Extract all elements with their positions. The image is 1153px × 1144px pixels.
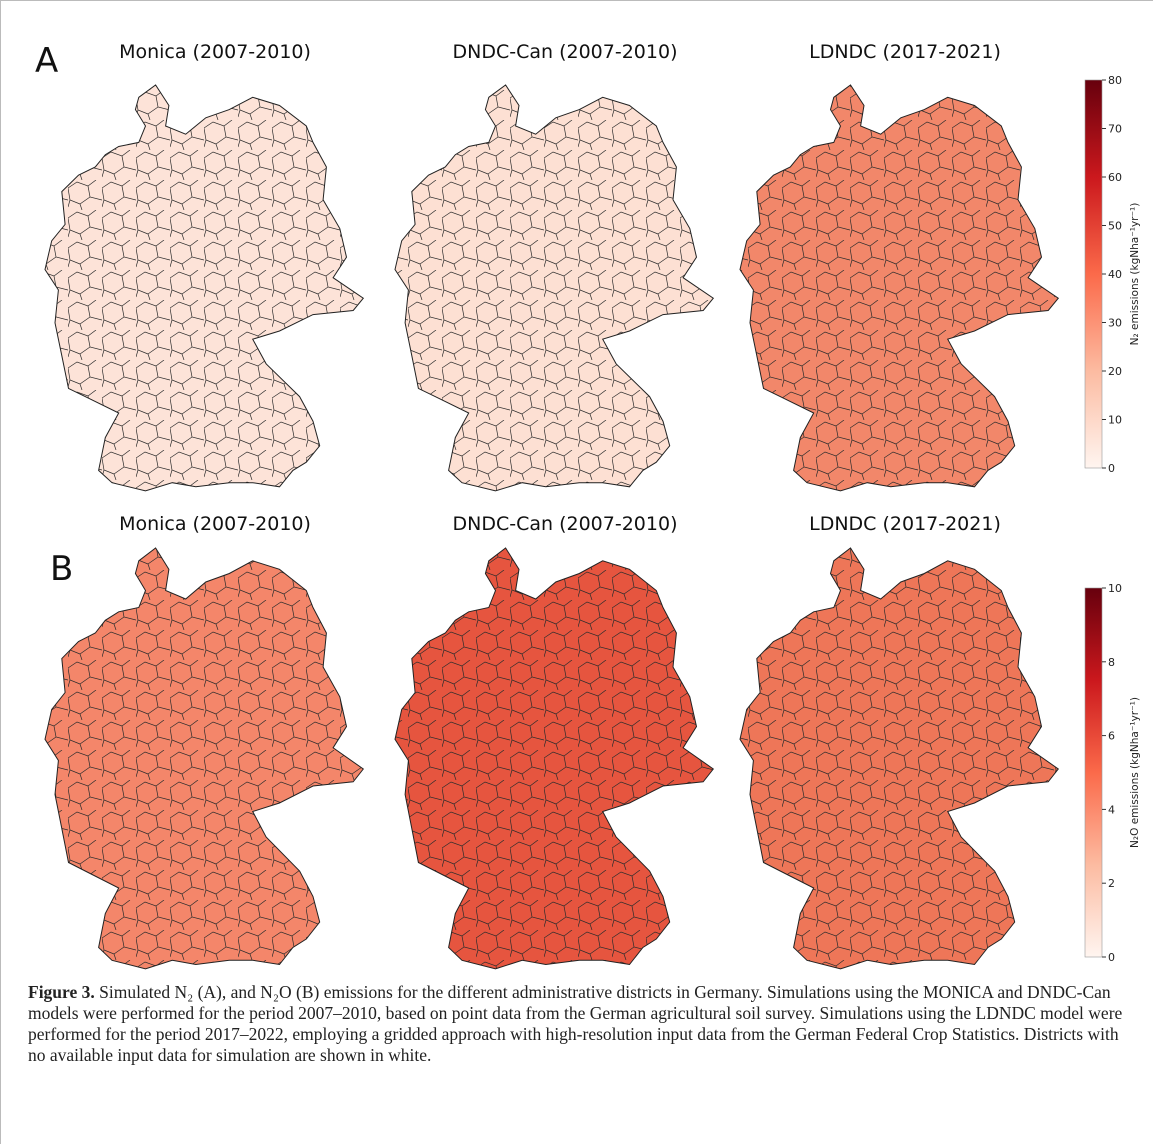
colorbar-tick-label: 70 — [1108, 123, 1122, 136]
figure: A Monica (2007-2010) DNDC-Can (2007-2010) L… — [0, 0, 1153, 980]
colorbar-tick-label: 10 — [1108, 414, 1122, 427]
colorbar-tick-label: 60 — [1108, 171, 1122, 184]
colorbar-tick-label: 2 — [1108, 877, 1115, 890]
colorbar-tick-label: 30 — [1108, 317, 1122, 330]
colorbar — [1085, 588, 1102, 957]
colorbar-tick-label: 6 — [1108, 730, 1115, 743]
colorbar-label: N₂O emissions (kgNha⁻¹yr⁻¹) — [1129, 697, 1141, 848]
map-title: DNDC-Can (2007-2010) — [453, 41, 678, 63]
map-title: Monica (2007-2010) — [119, 513, 311, 535]
colorbar-tick-label: 0 — [1108, 462, 1115, 475]
district-lines — [740, 548, 1075, 973]
panel-label: A — [35, 41, 58, 81]
district-lines — [740, 85, 1075, 495]
colorbar-tick-label: 10 — [1108, 582, 1122, 595]
colorbar-tick-label: 8 — [1108, 656, 1115, 669]
colorbar — [1085, 80, 1102, 468]
colorbar-tick-label: 80 — [1108, 74, 1122, 87]
caption-label: Figure 3. — [28, 982, 95, 1002]
colorbar-tick-label: 20 — [1108, 365, 1122, 378]
colorbar-label: N₂ emissions (kgNha⁻¹yr⁻¹) — [1129, 203, 1141, 346]
colorbar-tick-label: 0 — [1108, 951, 1115, 964]
colorbar-tick-label: 40 — [1108, 268, 1122, 281]
map-title: LDNDC (2017-2021) — [809, 513, 1001, 535]
colorbar-tick-label: 4 — [1108, 803, 1115, 816]
district-lines — [45, 548, 380, 973]
map-title: LDNDC (2017-2021) — [809, 41, 1001, 63]
district-lines — [45, 85, 380, 495]
colorbar-tick-label: 50 — [1108, 220, 1122, 233]
district-lines — [395, 85, 730, 495]
caption: Figure 3. Simulated N₂ (A), and N₂O (B) … — [28, 982, 1128, 1066]
caption-text: Simulated N₂ (A), and N₂O (B) emissions … — [28, 982, 1122, 1065]
map-title: Monica (2007-2010) — [119, 41, 311, 63]
page: A Monica (2007-2010) DNDC-Can (2007-2010) L… — [0, 0, 1153, 1144]
panel-label: B — [50, 549, 73, 589]
map-title: DNDC-Can (2007-2010) — [453, 513, 678, 535]
district-lines — [395, 548, 730, 973]
